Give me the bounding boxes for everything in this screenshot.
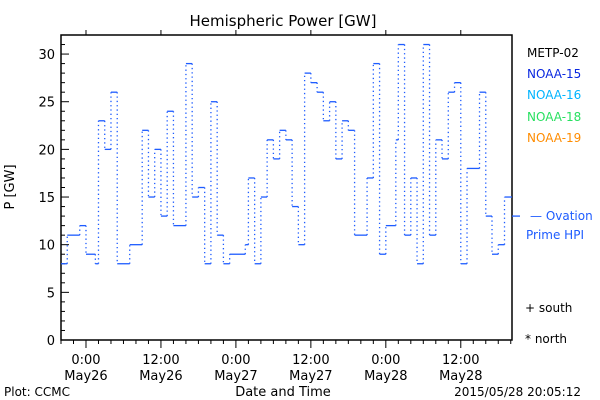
x-axis-label: Date and Time xyxy=(235,385,331,400)
x-tick-label-date: May27 xyxy=(214,369,257,384)
y-tick-label: 25 xyxy=(38,96,55,111)
legend-noaa-15: NOAA-15 xyxy=(527,67,581,81)
y-tick-label: 10 xyxy=(38,239,55,254)
y-tick-label: 30 xyxy=(38,48,55,63)
plot-frame xyxy=(60,34,513,341)
series-ovation xyxy=(61,43,520,265)
x-tick-label-time: 0:00 xyxy=(371,353,400,368)
y-tick-label: 0 xyxy=(47,334,55,349)
legend-north: * north xyxy=(525,332,567,346)
x-tick-label-date: May28 xyxy=(364,369,407,384)
legend-ovation-line2: Prime HPI xyxy=(526,228,584,242)
y-axis: 0 5 10 15 20 25 30 xyxy=(38,34,69,349)
timestamp: 2015/05/28 20:05:12 xyxy=(454,385,581,399)
x-tick-label-date: May27 xyxy=(289,369,332,384)
legend: METP-02 NOAA-15 NOAA-16 NOAA-18 NOAA-19 … xyxy=(525,46,593,346)
x-tick-label-date: May26 xyxy=(64,369,107,384)
x-axis: 0:00May2612:00May260:00May2712:00May270:… xyxy=(60,30,512,384)
legend-noaa-16: NOAA-16 xyxy=(527,88,581,102)
chart-title: Hemispheric Power [GW] xyxy=(190,12,377,30)
x-tick-label-time: 12:00 xyxy=(292,353,329,368)
y-axis-label: P [GW] xyxy=(3,164,18,209)
legend-ovation-line1: — Ovation xyxy=(530,209,593,223)
x-tick-label-time: 0:00 xyxy=(71,353,100,368)
legend-noaa-19: NOAA-19 xyxy=(527,131,581,145)
plot-credit: Plot: CCMC xyxy=(4,385,70,399)
legend-noaa-18: NOAA-18 xyxy=(527,110,581,124)
legend-metp-02: METP-02 xyxy=(527,46,579,60)
y-tick-label: 20 xyxy=(38,143,55,158)
legend-south: + south xyxy=(525,301,572,315)
x-tick-label-time: 12:00 xyxy=(142,353,179,368)
y-tick-label: 5 xyxy=(47,286,55,301)
y-tick-label: 15 xyxy=(38,191,55,206)
x-tick-label-time: 12:00 xyxy=(442,353,479,368)
x-tick-label-date: May28 xyxy=(439,369,482,384)
x-tick-label-time: 0:00 xyxy=(221,353,250,368)
x-tick-label-date: May26 xyxy=(139,369,182,384)
